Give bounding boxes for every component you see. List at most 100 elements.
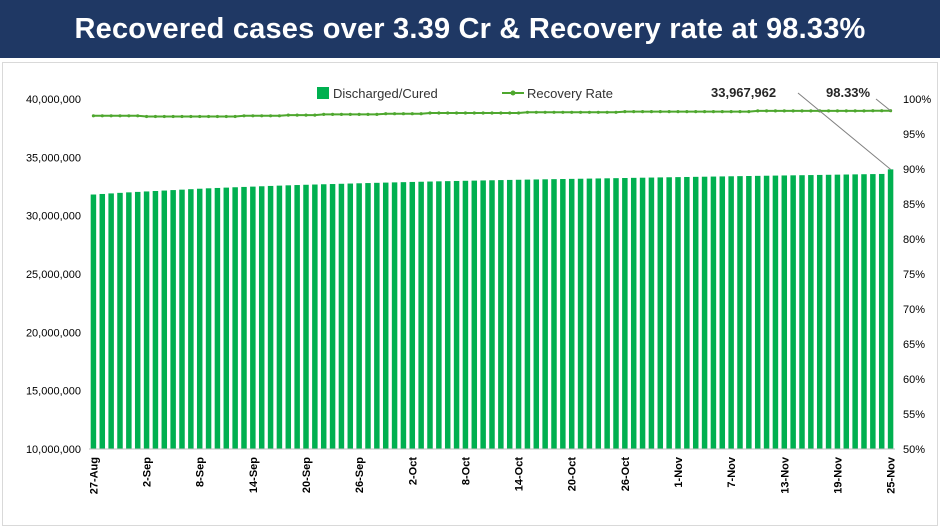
bar [533,179,540,449]
line-point [685,110,689,114]
bar [622,178,628,449]
bar [90,194,97,449]
bar [170,190,176,449]
line-point [826,109,831,113]
line-point [764,109,769,113]
line-point [242,114,246,118]
bar [232,187,238,449]
line-point [791,109,795,113]
line-point [676,110,680,114]
line-point [91,114,96,118]
line-point [384,112,388,116]
bar [595,178,602,449]
y-tick-label: 15,000,000 [26,386,81,398]
x-axis: 27-Aug 2-Sep 8-Sep 14-Sep 20-Sep 26-Sep 2-Oct 8… [88,448,898,494]
line-point [206,114,211,119]
bar [630,177,637,449]
bar [648,177,655,450]
bar [657,177,664,449]
chart-legend: Discharged/Cured Recovery Rate [317,86,613,101]
y-tick-label: 25,000,000 [26,269,81,281]
line-point [401,112,406,116]
y-tick-label: 10,000,000 [26,444,81,456]
x-tick-label: 19-Nov [832,456,844,494]
line-point [747,110,751,114]
x-tick-label: 1-Nov [673,456,685,487]
bar [223,187,230,450]
line-point [162,114,166,119]
y2-tick-label: 65% [903,339,925,351]
line-point [233,114,237,119]
bar [400,182,407,449]
line-point [171,114,175,119]
line-point [605,110,609,114]
bar [418,181,424,449]
line-point [773,109,778,113]
x-tick-label: 8-Oct [460,457,472,485]
y-tick-label: 40,000,000 [26,94,81,106]
bar [134,191,141,449]
x-tick-label: 8-Sep [195,457,207,487]
bar [427,181,433,449]
line-point [268,114,273,118]
bar [303,184,309,449]
bar [188,189,194,449]
line-point [729,110,733,114]
line-point [304,113,308,117]
bar [152,190,159,449]
line-point [109,114,113,118]
line-point [481,111,485,115]
legend-label-discharged: Discharged/Cured [333,86,438,101]
line-point [100,114,104,118]
line-series [91,109,893,119]
y2-tick-label: 100% [903,94,931,106]
line-point [578,110,583,114]
line-point [392,112,397,116]
x-tick-label: 14-Oct [514,457,526,492]
bar [551,179,557,449]
x-tick-label: 2-Oct [407,457,419,485]
bar [754,175,761,450]
annotations: 33,967,962 98.33% [711,85,891,170]
y2-tick-label: 50% [903,444,925,456]
line-point [251,114,255,118]
bar [728,176,734,449]
line-point [189,114,193,119]
annotation-leader-line [797,92,891,170]
bar [498,180,504,449]
line-point [570,110,574,114]
bar [861,174,867,449]
bar [799,175,805,449]
bar [763,175,770,449]
bar [126,192,132,450]
bar [737,176,743,449]
bar [444,181,451,449]
line-point [525,110,530,114]
line-point [153,114,158,119]
line-point [561,110,565,114]
line-point [198,114,202,119]
line-point [844,109,848,113]
bar [374,182,380,449]
line-point [880,109,884,113]
line-point [649,110,654,114]
bar [99,193,106,449]
legend-marker-recovery-rate [510,90,516,96]
bar [675,177,681,449]
line-point [348,112,352,116]
line-point [632,110,636,114]
bar [117,192,123,450]
line-point [720,110,724,114]
line-point [738,110,742,114]
line-point [516,111,521,115]
bar [267,185,274,449]
line-point [702,110,707,114]
bar [524,179,531,449]
bar [684,176,690,449]
bar [347,183,354,449]
y2-tick-label: 60% [903,374,925,386]
line-point [596,110,600,114]
line-point [658,110,662,114]
page-title: Recovered cases over 3.39 Cr & Recovery … [74,12,866,45]
x-tick-label: 20-Oct [567,457,579,492]
